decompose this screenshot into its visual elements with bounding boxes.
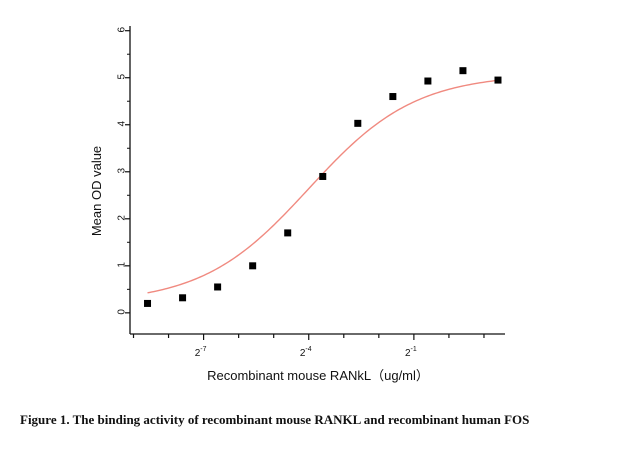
data-point [319, 172, 327, 180]
y-tick-label: 5 [117, 74, 128, 80]
x-tick-label: 2-4 [300, 346, 312, 359]
y-tick-label: 0 [117, 309, 128, 315]
data-point [389, 93, 397, 101]
figure-caption: Figure 1. The binding activity of recomb… [20, 412, 529, 427]
y-tick-label: 6 [117, 26, 128, 32]
data-point [179, 294, 187, 302]
plot-area [144, 67, 502, 307]
data-point [144, 299, 152, 307]
chart-axes: 0 1 2 3 4 5 6 2-7 2-4 2-1 [117, 26, 505, 359]
y-tick-label: 3 [117, 168, 128, 174]
data-point [284, 229, 292, 237]
data-point [494, 76, 502, 84]
y-tick-label: 2 [117, 215, 128, 221]
data-point [424, 77, 432, 85]
data-point [214, 283, 222, 291]
y-tick-label: 1 [117, 262, 128, 268]
data-point [249, 262, 257, 270]
x-tick-label: 2-7 [195, 346, 207, 359]
fit-curve [147, 79, 499, 294]
data-point [459, 67, 467, 75]
x-tick-label: 2-1 [405, 346, 417, 359]
y-axis-title: Mean OD value [89, 146, 104, 236]
data-point [354, 119, 362, 127]
x-axis-title: Recombinant mouse RANkL（ug/ml） [207, 368, 429, 383]
y-tick-label: 4 [117, 121, 128, 127]
